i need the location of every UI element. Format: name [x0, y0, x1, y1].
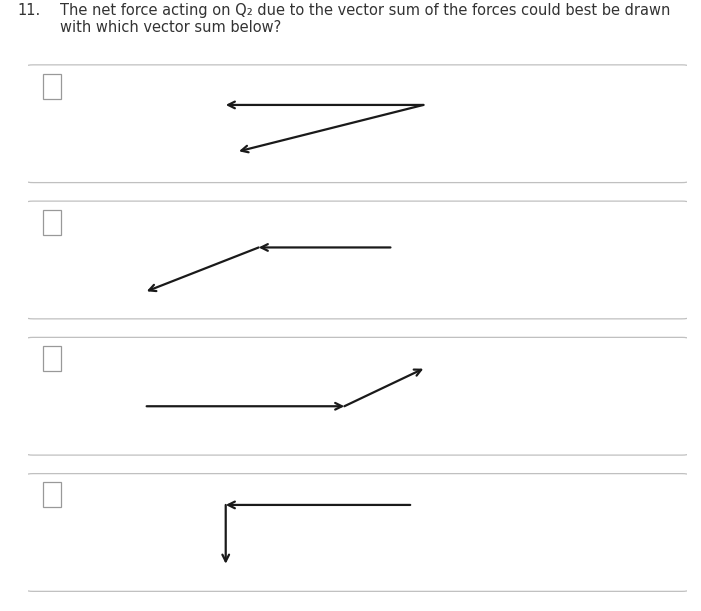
Text: The net force acting on Q₂ due to the vector sum of the forces could best be dra: The net force acting on Q₂ due to the ve… — [60, 2, 670, 35]
Bar — [43, 210, 61, 235]
Text: 11.: 11. — [18, 2, 41, 18]
FancyBboxPatch shape — [27, 337, 688, 455]
Bar — [43, 74, 61, 98]
FancyBboxPatch shape — [27, 474, 688, 591]
Bar — [43, 483, 61, 507]
FancyBboxPatch shape — [27, 201, 688, 319]
FancyBboxPatch shape — [27, 65, 688, 183]
Bar — [43, 346, 61, 371]
